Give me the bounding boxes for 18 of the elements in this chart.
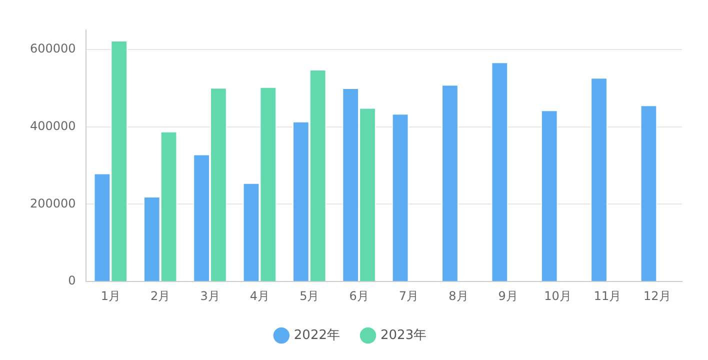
y-tick-label: 0 bbox=[68, 274, 76, 288]
y-tick-label: 400000 bbox=[30, 118, 76, 133]
x-tick-label: 1月 bbox=[100, 288, 120, 303]
x-tick-label: 12月 bbox=[644, 288, 671, 303]
x-tick-label: 9月 bbox=[498, 288, 518, 303]
x-tick-label: 7月 bbox=[398, 288, 419, 303]
x-tick-label: 2月 bbox=[150, 288, 170, 303]
x-tick-label: 8月 bbox=[448, 288, 468, 303]
x-tick-label: 6月 bbox=[349, 288, 369, 303]
x-tick-label: 5月 bbox=[300, 288, 320, 303]
x-tick-label: 3月 bbox=[200, 288, 220, 303]
legend-label: 2023年 bbox=[380, 328, 427, 343]
x-tick-label: 4月 bbox=[250, 288, 270, 303]
legend-label: 2022年 bbox=[294, 328, 340, 343]
x-tick-label: 10月 bbox=[544, 288, 572, 303]
y-tick-label: 200000 bbox=[30, 196, 76, 210]
y-tick-label: 600000 bbox=[30, 41, 76, 56]
x-tick-label: 11月 bbox=[594, 288, 622, 303]
